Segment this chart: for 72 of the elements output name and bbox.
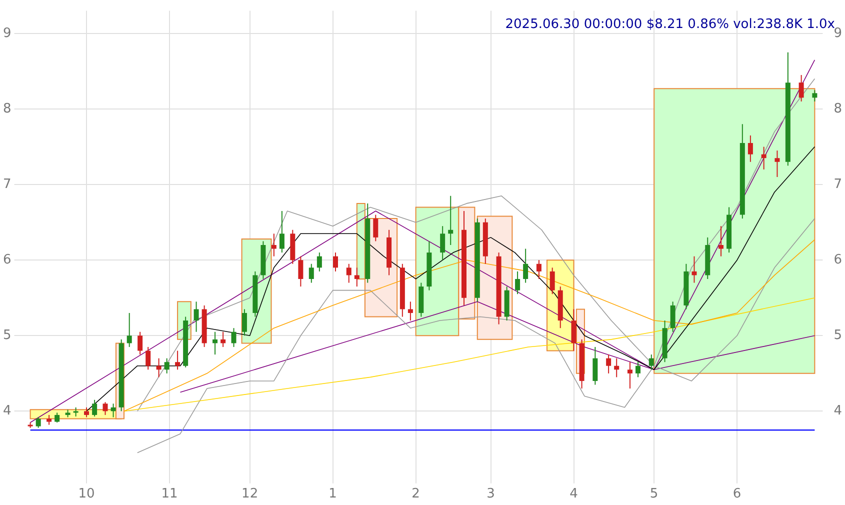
candlestick	[156, 358, 162, 378]
candlestick	[102, 402, 108, 416]
candlestick	[670, 301, 676, 332]
candlestick	[220, 331, 226, 348]
candlestick	[692, 256, 697, 284]
candlestick	[627, 362, 632, 390]
candlestick	[373, 214, 378, 242]
candlestick	[54, 412, 60, 424]
candlestick	[354, 267, 360, 288]
y2-tick-label: 7	[834, 176, 842, 192]
candlestick	[748, 134, 753, 162]
y-tick-label: 5	[2, 328, 12, 344]
candlestick	[46, 414, 52, 426]
x-tick-label: 6	[732, 486, 742, 502]
candlestick	[798, 74, 804, 102]
y2-tick-label: 8	[834, 101, 842, 116]
candlestick	[194, 301, 199, 332]
y2-tick-label: 9	[834, 26, 842, 41]
x-tick-label: 12	[242, 486, 258, 502]
candlestick	[332, 252, 338, 272]
candlestick	[126, 312, 132, 348]
candlestick	[146, 346, 151, 370]
x-tick-label: 5	[650, 486, 658, 502]
candlestick	[298, 256, 304, 288]
candlestick	[761, 146, 766, 170]
candlestick	[812, 90, 818, 102]
x-tick-label: 10	[78, 486, 95, 502]
candlestick	[515, 270, 520, 295]
candlestick	[175, 350, 180, 370]
candlestick	[718, 226, 724, 257]
candlestick	[636, 362, 641, 378]
y-tick-label: 8	[2, 101, 12, 116]
candlestick	[592, 346, 598, 386]
y2-tick-label: 6	[834, 252, 842, 268]
candlestick	[242, 308, 247, 336]
x-tick-label: 1	[328, 486, 337, 502]
candlestick	[774, 150, 780, 178]
x-tick-label: 11	[161, 486, 178, 502]
candlestick	[36, 416, 41, 428]
candlestick	[408, 301, 413, 322]
y-tick-label: 4	[2, 404, 12, 419]
candlestick	[279, 210, 284, 254]
y-tick-label: 9	[2, 26, 12, 41]
candlestick	[164, 358, 170, 374]
candlestick	[84, 406, 90, 418]
y-tick-label: 7	[2, 176, 12, 192]
y2-tick-label: 5	[834, 328, 842, 344]
candlestick	[440, 226, 446, 261]
candlestick	[648, 354, 654, 370]
y2-tick-label: 4	[834, 404, 842, 419]
candlestick	[550, 267, 555, 295]
text: 2025.06.30 00:00:00 $8.21 0.86% vol:238.8K 1.0x	[505, 16, 836, 32]
candlestick	[92, 399, 98, 417]
candlestick	[316, 252, 322, 272]
candlestick	[110, 403, 116, 418]
candlestick	[308, 263, 314, 284]
candlestick	[536, 260, 542, 280]
x-tick-label: 2	[412, 486, 420, 502]
x-tick-label: 3	[486, 486, 495, 502]
candlestick	[448, 195, 454, 246]
y-tick-label: 6	[2, 252, 12, 268]
candlestick	[73, 406, 78, 417]
candlestick	[606, 354, 612, 374]
candlestick	[614, 358, 620, 378]
candlestick	[212, 331, 218, 356]
candlestick	[346, 263, 352, 284]
candlestick	[571, 308, 576, 352]
x-tick-label: 4	[570, 486, 578, 502]
candlestick	[523, 248, 528, 284]
candlestick	[231, 328, 236, 348]
candlestick	[138, 331, 143, 356]
candlestick	[271, 233, 276, 257]
